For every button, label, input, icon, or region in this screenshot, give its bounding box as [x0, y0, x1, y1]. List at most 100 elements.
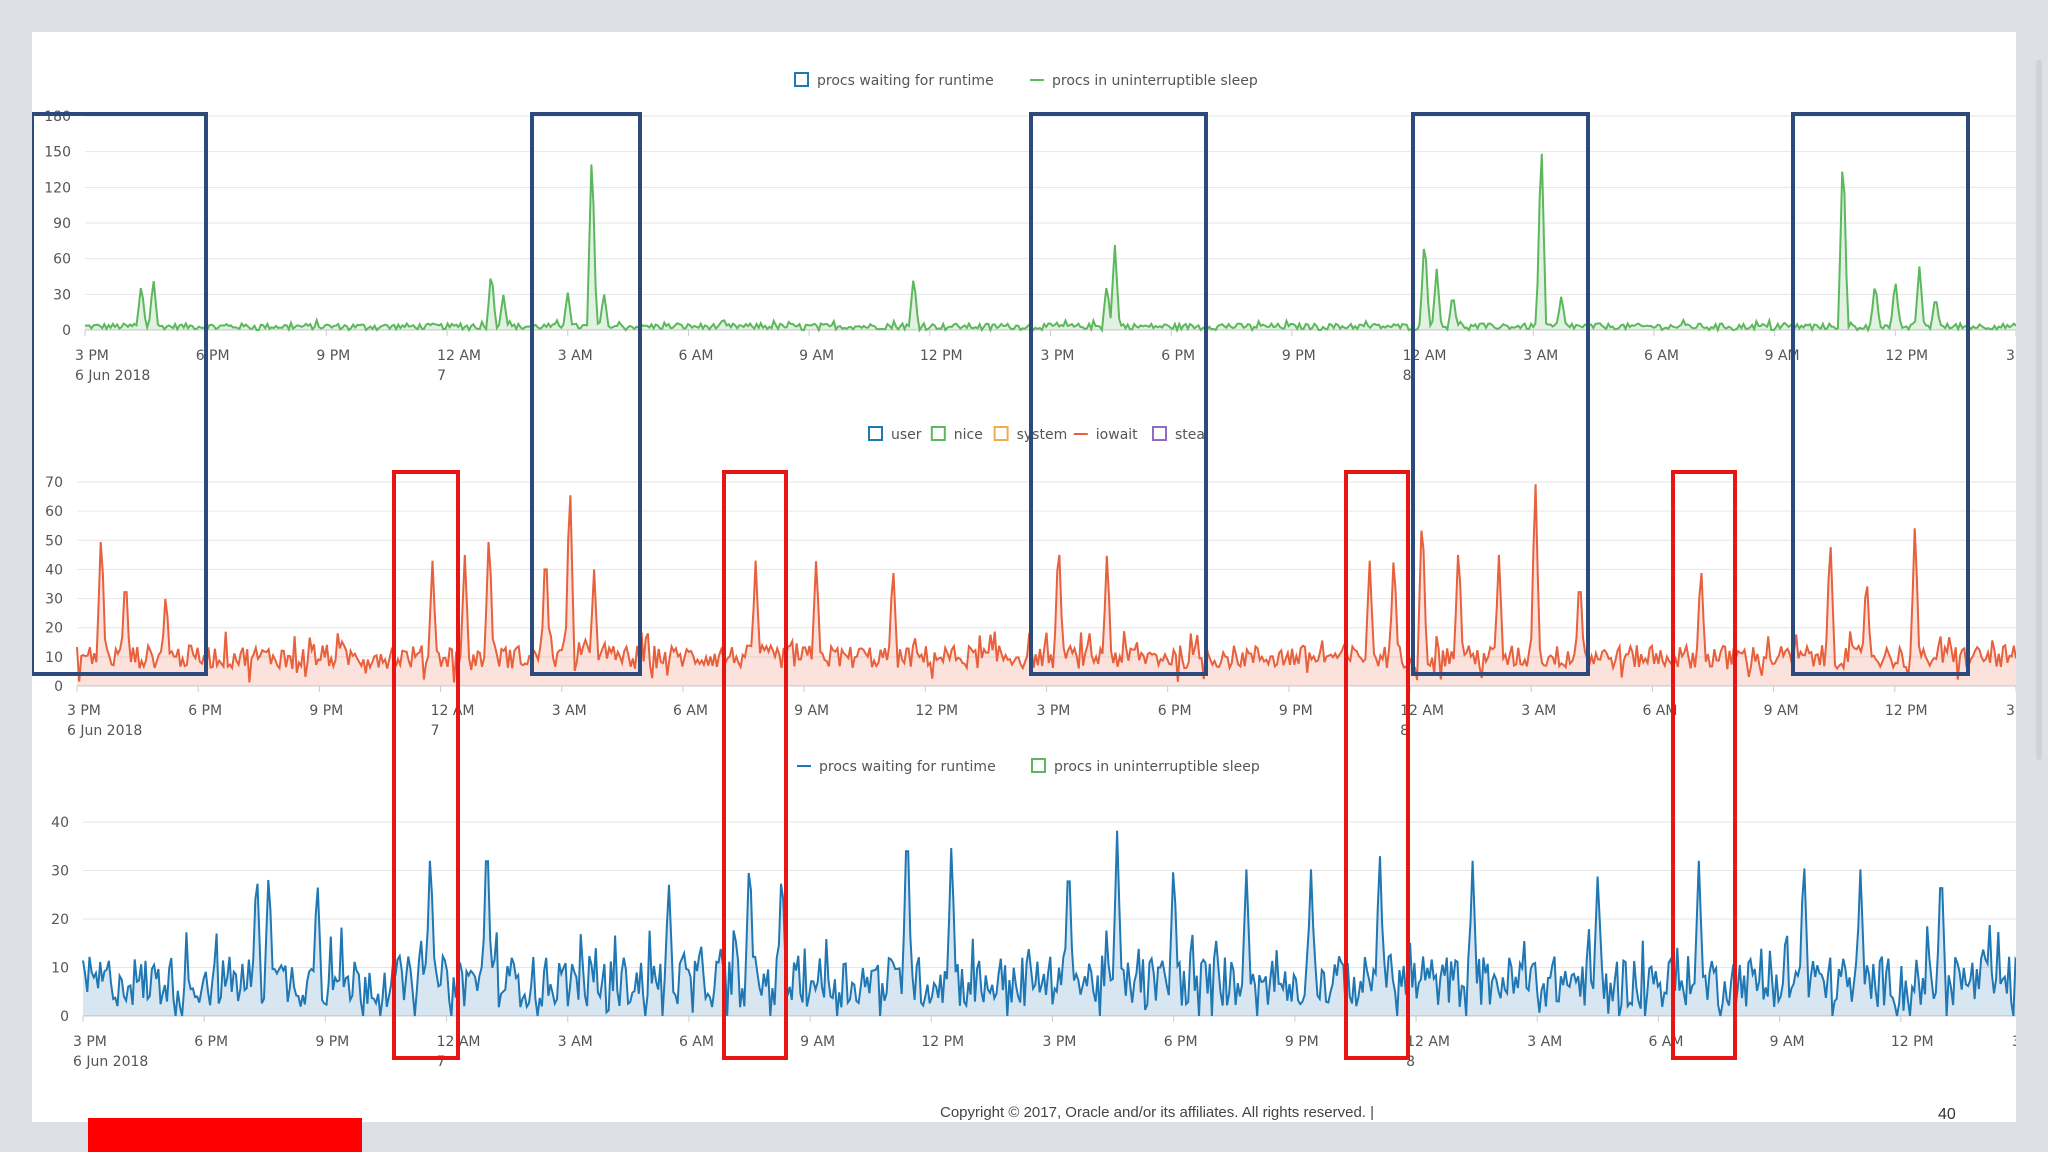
y-tick-label: 40: [51, 815, 69, 831]
x-tick-label: 9 AM: [1765, 348, 1800, 364]
legend-label: steal: [1175, 427, 1209, 443]
y-tick-label: 150: [44, 145, 71, 161]
y-tick-label: 30: [51, 864, 69, 880]
series-line-procs-in-uninterruptible-sleep: [84, 153, 2016, 333]
x-tick-label: 6 Jun 2018: [75, 368, 150, 384]
x-tick-label: 12 AM: [431, 703, 475, 719]
x-tick-label: 3 PM: [2006, 703, 2016, 719]
x-tick-label: 6 AM: [1644, 348, 1679, 364]
legend-item: nice: [930, 426, 983, 443]
charts-svg: 0 30 60 90 120 150 180 3 PM 6 Jun 2018 6 PM 9 PM 12…: [32, 72, 2016, 1070]
series-line-iowait: [76, 484, 2016, 683]
highlight-box-blue: [1411, 112, 1590, 676]
y-tick-label: 20: [45, 621, 63, 637]
highlight-box-blue: [1029, 112, 1208, 676]
y-tick-label: 10: [45, 650, 63, 666]
x-tick-label: 12 AM: [1406, 1034, 1450, 1050]
x-tick-label: 7: [437, 368, 446, 384]
x-tick-label: 3 AM: [1527, 1034, 1562, 1050]
legend-swatch-box: [1031, 758, 1046, 773]
y-tick-label: 180: [44, 109, 71, 125]
legend-item: procs waiting for runtime: [794, 72, 994, 89]
y-tick-label: 60: [45, 504, 63, 520]
x-tick-label: 12 PM: [920, 348, 963, 364]
highlight-box-red: [722, 470, 788, 1060]
legend-label: system: [1017, 427, 1068, 443]
highlight-box-blue: [32, 112, 208, 676]
x-tick-label: 9 PM: [1279, 703, 1313, 719]
y-tick-label: 60: [53, 252, 71, 268]
x-tick-label: 9 PM: [1282, 348, 1316, 364]
page-number: 40: [1938, 1106, 1956, 1123]
x-tick-label: 12 AM: [437, 348, 481, 364]
copyright-text: Copyright © 2017, Oracle and/or its affi…: [940, 1104, 1375, 1121]
x-tick-label: 6 PM: [196, 348, 230, 364]
legend-item: procs waiting for runtime: [797, 759, 996, 775]
chart-1: 0 30 60 90 120 150 180 3 PM 6 Jun 2018 6 PM 9 PM 12…: [44, 72, 2016, 384]
highlight-box-blue: [1791, 112, 1970, 676]
legend-label: procs in uninterruptible sleep: [1054, 759, 1260, 775]
y-tick-label: 90: [53, 216, 71, 232]
legend-swatch-box: [993, 426, 1009, 441]
x-tick-label: 6 AM: [679, 1034, 714, 1050]
highlight-box-blue: [530, 112, 642, 676]
chart-2: 0 10 20 30 40 50 60 70 3 PM 6 Jun 2018 6 PM 9 PM 12 …: [45, 426, 2016, 739]
x-tick-label: 6 Jun 2018: [67, 723, 142, 739]
x-tick-label: 6 PM: [1164, 1034, 1198, 1050]
x-tick-label: 6 Jun 2018: [73, 1054, 148, 1070]
x-tick-label: 6 AM: [1642, 703, 1677, 719]
x-tick-label: 12 AM: [1403, 348, 1447, 364]
x-tick-label: 3 AM: [1523, 348, 1558, 364]
y-tick-label: 120: [44, 180, 71, 196]
highlight-box-red: [392, 470, 460, 1060]
x-tick-label: 3 PM: [67, 703, 101, 719]
x-tick-label: 9 AM: [1764, 703, 1799, 719]
x-tick-label: 9 PM: [315, 1034, 349, 1050]
x-tick-label: 9 AM: [794, 703, 829, 719]
x-tick-label: 3 PM: [1041, 348, 1075, 364]
x-tick-label: 3 PM: [2006, 348, 2016, 364]
x-tick-label: 3 AM: [558, 1034, 593, 1050]
x-tick-label: 6 PM: [1161, 348, 1195, 364]
x-tick-label: 7: [431, 723, 440, 739]
legend-label: nice: [954, 427, 983, 443]
x-tick-label: 3 PM: [1037, 703, 1071, 719]
x-tick-label: 3 AM: [558, 348, 593, 364]
legend-item: procs in uninterruptible sleep: [1031, 758, 1260, 775]
legend-swatch-box: [1152, 426, 1167, 441]
highlight-box-red: [1671, 470, 1737, 1060]
y-tick-label: 20: [51, 912, 69, 928]
legend-item: steal: [1152, 426, 1209, 443]
x-tick-label: 9 PM: [1285, 1034, 1319, 1050]
x-tick-label: 8: [1400, 723, 1409, 739]
y-tick-label: 10: [51, 961, 69, 977]
y-tick-label: 70: [45, 475, 63, 491]
x-tick-label: 6 AM: [673, 703, 708, 719]
x-tick-label: 6 PM: [1158, 703, 1192, 719]
x-tick-label: 3 PM: [1043, 1034, 1077, 1050]
x-tick-label: 7: [437, 1054, 446, 1070]
x-tick-label: 9 AM: [799, 348, 834, 364]
series-area-procs-waiting-for-runtime: [83, 830, 2016, 1016]
x-tick-label: 12 AM: [1400, 703, 1444, 719]
x-tick-label: 6 AM: [1648, 1034, 1683, 1050]
x-tick-label: 6 PM: [188, 703, 222, 719]
y-tick-label: 40: [45, 562, 63, 578]
y-tick-label: 30: [53, 287, 71, 303]
x-tick-label: 8: [1406, 1054, 1415, 1070]
legend-item: user: [868, 426, 922, 443]
y-tick-label: 0: [54, 679, 63, 695]
legend-label: iowait: [1096, 427, 1138, 443]
chart-3: 0 10 20 30 40 3 PM 6 Jun 2018 6 PM 9 PM 12 AM 7 3 A…: [51, 758, 2016, 1070]
y-tick-label: 30: [45, 592, 63, 608]
slide: 0 30 60 90 120 150 180 3 PM 6 Jun 2018 6 PM 9 PM 12…: [32, 32, 2016, 1122]
x-tick-label: 12 PM: [1885, 348, 1928, 364]
legend-swatch-box: [794, 72, 809, 87]
vertical-scrollbar[interactable]: [2036, 60, 2042, 760]
x-tick-label: 3 PM: [73, 1034, 107, 1050]
x-tick-label: 6 PM: [194, 1034, 228, 1050]
x-tick-label: 12 PM: [915, 703, 958, 719]
x-tick-label: 12 PM: [921, 1034, 964, 1050]
y-tick-label: 0: [62, 323, 71, 339]
oracle-red-bar: [88, 1118, 362, 1152]
